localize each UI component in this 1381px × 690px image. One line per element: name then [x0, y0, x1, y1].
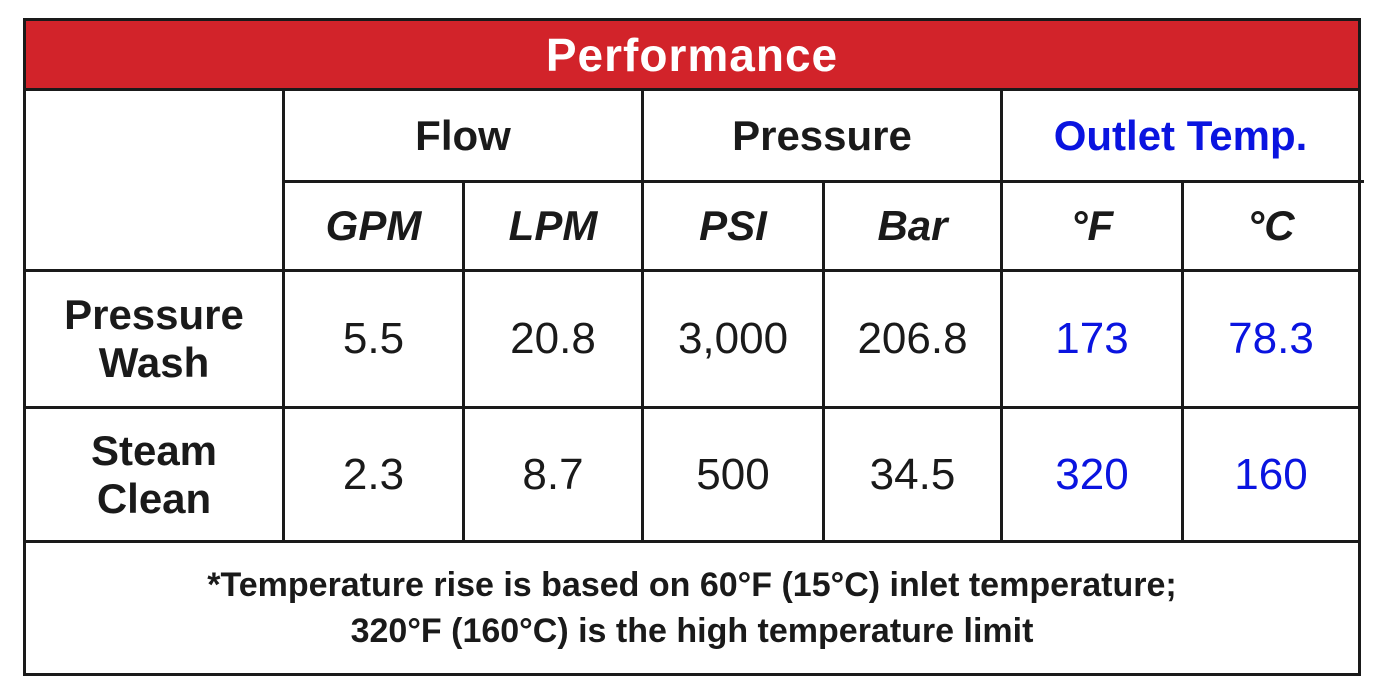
performance-table: Performance Flow Pressure Outlet Temp. G…	[23, 18, 1364, 676]
rule-temp-split	[1181, 180, 1184, 543]
cell-steam-clean-bar: 34.5	[869, 449, 956, 499]
cell-pressure-wash-gpm: 5.5	[342, 314, 405, 363]
cell-steam-clean-deg-f: 320	[1055, 449, 1129, 499]
footnote-line1: *Temperature rise is based on 60°F (15°C…	[207, 566, 1177, 604]
rule-body-footnote	[26, 540, 1358, 543]
cell-pressure-wash-bar: 206.8	[857, 314, 968, 363]
unit-header-deg-f: °F	[1070, 202, 1114, 249]
unit-header-gpm: GPM	[325, 202, 422, 249]
footnote: *Temperature rise is based on 60°F (15°C…	[26, 543, 1358, 673]
row-label-line2: Clean	[96, 474, 212, 522]
rule-pressure-split	[822, 180, 825, 543]
group-header-pressure: Pressure	[732, 111, 912, 159]
row-label-line1: Steam	[90, 426, 218, 474]
cell-pressure-wash-psi: 3,000	[677, 314, 789, 363]
rule-label-column	[282, 91, 285, 543]
unit-header-lpm: LPM	[508, 202, 598, 249]
unit-header-bar: Bar	[877, 202, 948, 249]
cell-steam-clean-psi: 500	[696, 449, 770, 499]
cell-steam-clean-gpm: 2.3	[342, 449, 405, 499]
rule-header-body	[26, 269, 1358, 272]
row-label-steam-clean: Steam Clean	[26, 409, 282, 540]
cell-pressure-wash-deg-f: 173	[1055, 314, 1129, 363]
group-header-flow: Flow	[415, 111, 511, 159]
cell-pressure-wash-lpm: 20.8	[510, 314, 596, 363]
unit-header-psi: PSI	[699, 202, 767, 249]
cell-steam-clean-deg-c: 160	[1234, 449, 1308, 499]
rule-flow-pressure	[641, 91, 644, 543]
cell-steam-clean-lpm: 8.7	[522, 449, 584, 499]
rule-pressure-temp	[1000, 91, 1003, 543]
rule-flow-split	[462, 180, 465, 543]
row-label-line2: Wash	[98, 339, 210, 386]
table-title: Performance	[26, 21, 1358, 91]
row-label-line1: Pressure	[64, 291, 244, 338]
unit-header-deg-c: °C	[1247, 202, 1295, 249]
group-header-outlet-temp: Outlet Temp.	[1053, 111, 1308, 159]
cell-pressure-wash-deg-c: 78.3	[1228, 314, 1314, 363]
row-label-pressure-wash: Pressure Wash	[26, 272, 282, 406]
rule-row-divider	[26, 406, 1358, 409]
footnote-line2: 320°F (160°C) is the high temperature li…	[350, 612, 1034, 650]
